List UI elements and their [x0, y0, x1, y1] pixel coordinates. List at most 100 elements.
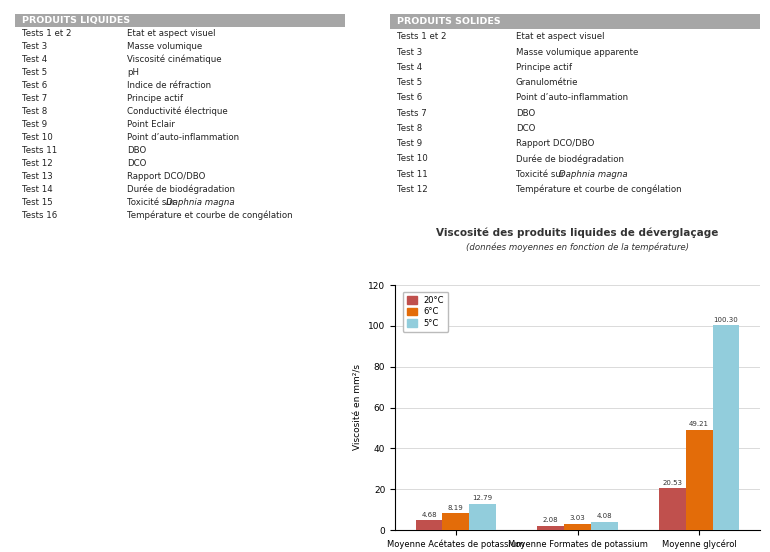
Text: Durée de biodégradation: Durée de biodégradation [127, 185, 235, 194]
Text: Test 4: Test 4 [22, 55, 47, 64]
Text: Test 12: Test 12 [22, 159, 52, 168]
Text: Tests 7: Tests 7 [397, 109, 427, 118]
Text: 12.79: 12.79 [473, 496, 493, 501]
Legend: 20°C, 6°C, 5°C: 20°C, 6°C, 5°C [403, 291, 448, 332]
Bar [15, 14, 345, 27]
Text: Test 11: Test 11 [397, 169, 428, 179]
Bar [390, 90, 760, 105]
Text: DCO: DCO [516, 124, 535, 133]
Text: Test 5: Test 5 [397, 78, 423, 87]
Bar [15, 118, 345, 131]
Text: Durée de biodégradation: Durée de biodégradation [516, 154, 624, 163]
Bar [390, 75, 760, 90]
Bar [15, 157, 345, 170]
Text: Masse volumique: Masse volumique [127, 42, 203, 51]
Text: Test 15: Test 15 [22, 198, 52, 207]
Text: Etat et aspect visuel: Etat et aspect visuel [127, 29, 216, 38]
Text: Principe actif: Principe actif [516, 63, 572, 72]
Bar [390, 136, 760, 151]
Text: Indice de réfraction: Indice de réfraction [127, 81, 211, 90]
Bar [15, 196, 345, 209]
Bar [712, 325, 739, 530]
Text: Test 10: Test 10 [22, 133, 52, 142]
Text: DBO: DBO [127, 146, 146, 155]
Bar [15, 40, 345, 53]
Text: Test 10: Test 10 [397, 155, 428, 163]
Bar [15, 66, 345, 79]
Bar [15, 131, 345, 144]
Text: pH: pH [127, 68, 139, 77]
Bar [15, 27, 345, 40]
Text: Toxicité sur: Toxicité sur [127, 198, 179, 207]
Bar [564, 524, 591, 530]
Text: Test 9: Test 9 [22, 120, 47, 129]
Text: DBO: DBO [516, 109, 535, 118]
Bar [15, 209, 345, 222]
Text: Viscosité cinématique: Viscosité cinématique [127, 55, 222, 64]
Text: 8.19: 8.19 [448, 505, 464, 511]
Text: Température et courbe de congélation: Température et courbe de congélation [127, 211, 293, 220]
Bar [15, 183, 345, 196]
Text: PRODUITS LIQUIDES: PRODUITS LIQUIDES [22, 16, 129, 25]
Text: Test 3: Test 3 [22, 42, 47, 51]
Text: Tests 16: Tests 16 [22, 211, 57, 220]
Bar [390, 182, 760, 197]
Text: Test 5: Test 5 [22, 68, 47, 77]
Text: Daphnia magna: Daphnia magna [166, 198, 234, 207]
Text: Masse volumique apparente: Masse volumique apparente [516, 47, 638, 57]
Bar [390, 60, 760, 75]
Text: Test 14: Test 14 [22, 185, 52, 194]
Text: Test 4: Test 4 [397, 63, 423, 72]
Text: Tests 1 et 2: Tests 1 et 2 [22, 29, 71, 38]
Bar [15, 170, 345, 183]
Text: 49.21: 49.21 [689, 421, 709, 427]
Text: Test 3: Test 3 [397, 47, 423, 57]
Bar [15, 105, 345, 118]
Bar [390, 167, 760, 182]
Y-axis label: Viscosité en mm²/s: Viscosité en mm²/s [353, 364, 363, 450]
Text: Test 12: Test 12 [397, 185, 428, 194]
Bar [15, 79, 345, 92]
Text: Rapport DCO/DBO: Rapport DCO/DBO [516, 139, 594, 148]
Text: Granulométrie: Granulométrie [516, 78, 578, 87]
Text: 100.30: 100.30 [714, 317, 738, 323]
Bar [15, 144, 345, 157]
Bar [416, 521, 443, 530]
Text: Test 8: Test 8 [22, 107, 47, 116]
Text: PRODUITS SOLIDES: PRODUITS SOLIDES [397, 17, 501, 26]
Text: 20.53: 20.53 [662, 480, 682, 486]
Bar [390, 121, 760, 136]
Bar [390, 45, 760, 60]
Text: 4.08: 4.08 [597, 513, 612, 519]
Text: Daphnia magna: Daphnia magna [559, 169, 628, 179]
Bar [15, 92, 345, 105]
Text: 2.08: 2.08 [543, 517, 558, 523]
Text: Rapport DCO/DBO: Rapport DCO/DBO [127, 172, 206, 181]
Text: Test 13: Test 13 [22, 172, 52, 181]
Text: Tests 1 et 2: Tests 1 et 2 [397, 33, 447, 41]
Text: 3.03: 3.03 [570, 516, 585, 521]
Bar [537, 526, 564, 530]
Bar [390, 105, 760, 121]
Bar [659, 488, 686, 530]
Text: DCO: DCO [127, 159, 146, 168]
Text: Tests 11: Tests 11 [22, 146, 57, 155]
Bar [686, 429, 712, 530]
Text: Toxicité sur: Toxicité sur [516, 169, 567, 179]
Text: 4.68: 4.68 [421, 512, 437, 518]
Bar [591, 522, 618, 530]
Text: Etat et aspect visuel: Etat et aspect visuel [516, 33, 604, 41]
Bar [390, 151, 760, 167]
Text: Test 9: Test 9 [397, 139, 423, 148]
Text: Test 6: Test 6 [397, 93, 423, 102]
Bar [390, 14, 760, 29]
Text: Test 6: Test 6 [22, 81, 47, 90]
Text: Point Eclair: Point Eclair [127, 120, 175, 129]
Bar [443, 513, 469, 530]
Text: Température et courbe de congélation: Température et courbe de congélation [516, 184, 681, 194]
Text: Conductivité électrique: Conductivité électrique [127, 107, 228, 116]
Bar [469, 504, 496, 530]
Bar [15, 53, 345, 66]
Text: Point d’auto-inflammation: Point d’auto-inflammation [516, 93, 628, 102]
Text: (données moyennes en fonction de la température): (données moyennes en fonction de la temp… [466, 242, 689, 252]
